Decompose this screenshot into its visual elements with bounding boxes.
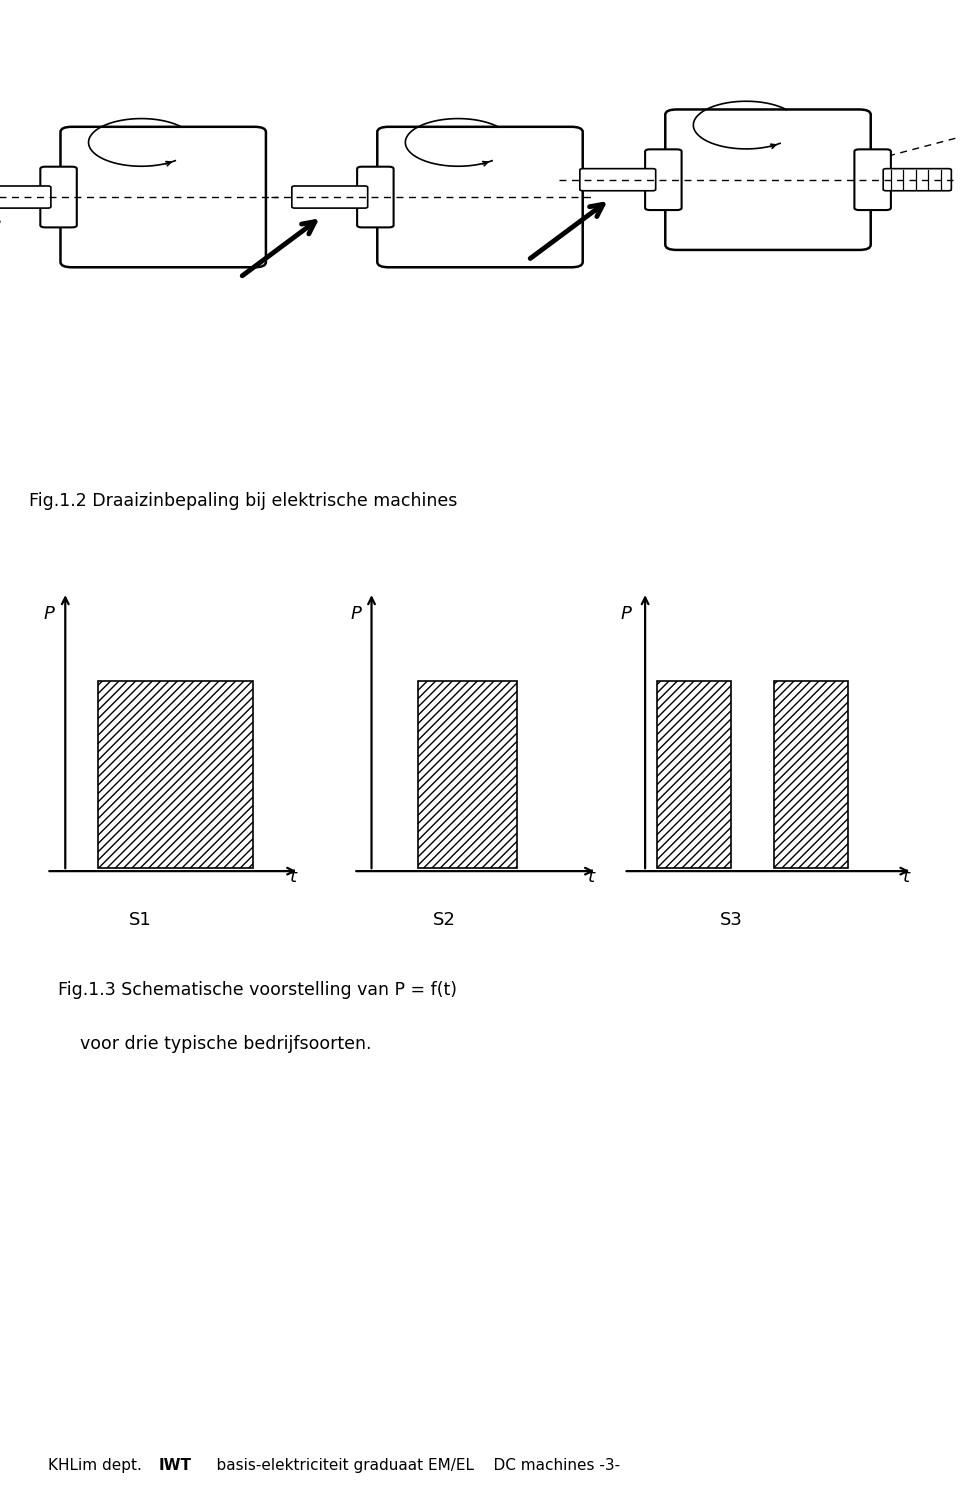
Text: voor drie typische bedrijfsoorten.: voor drie typische bedrijfsoorten. <box>58 1035 372 1052</box>
Text: P: P <box>620 604 632 623</box>
FancyBboxPatch shape <box>645 150 682 211</box>
Bar <box>419 680 516 869</box>
Text: KHLim dept.: KHLim dept. <box>48 1458 147 1473</box>
Text: basis-elektriciteit graduaat EM/EL    DC machines -3-: basis-elektriciteit graduaat EM/EL DC ma… <box>197 1458 620 1473</box>
Text: t: t <box>902 869 910 887</box>
FancyBboxPatch shape <box>60 127 266 268</box>
Text: t: t <box>588 869 595 887</box>
FancyBboxPatch shape <box>665 109 871 250</box>
FancyBboxPatch shape <box>40 167 77 227</box>
FancyBboxPatch shape <box>292 185 368 208</box>
Text: P: P <box>350 604 362 623</box>
Text: Fig.1.2 Draaizinbepaling bij elektrische machines: Fig.1.2 Draaizinbepaling bij elektrische… <box>29 492 457 510</box>
Text: S2: S2 <box>433 910 456 928</box>
FancyBboxPatch shape <box>854 150 891 211</box>
Text: P: P <box>44 604 55 623</box>
Text: t: t <box>290 869 298 887</box>
FancyBboxPatch shape <box>0 185 51 208</box>
FancyBboxPatch shape <box>580 169 656 191</box>
Text: IWT: IWT <box>158 1458 191 1473</box>
Bar <box>98 680 253 869</box>
Bar <box>658 680 732 869</box>
FancyBboxPatch shape <box>377 127 583 268</box>
FancyBboxPatch shape <box>357 167 394 227</box>
Bar <box>774 680 848 869</box>
FancyBboxPatch shape <box>883 169 951 191</box>
Text: Fig.1.3 Schematische voorstelling van P = f(t): Fig.1.3 Schematische voorstelling van P … <box>58 981 457 999</box>
Text: S1: S1 <box>130 910 152 928</box>
Text: S3: S3 <box>720 910 743 928</box>
